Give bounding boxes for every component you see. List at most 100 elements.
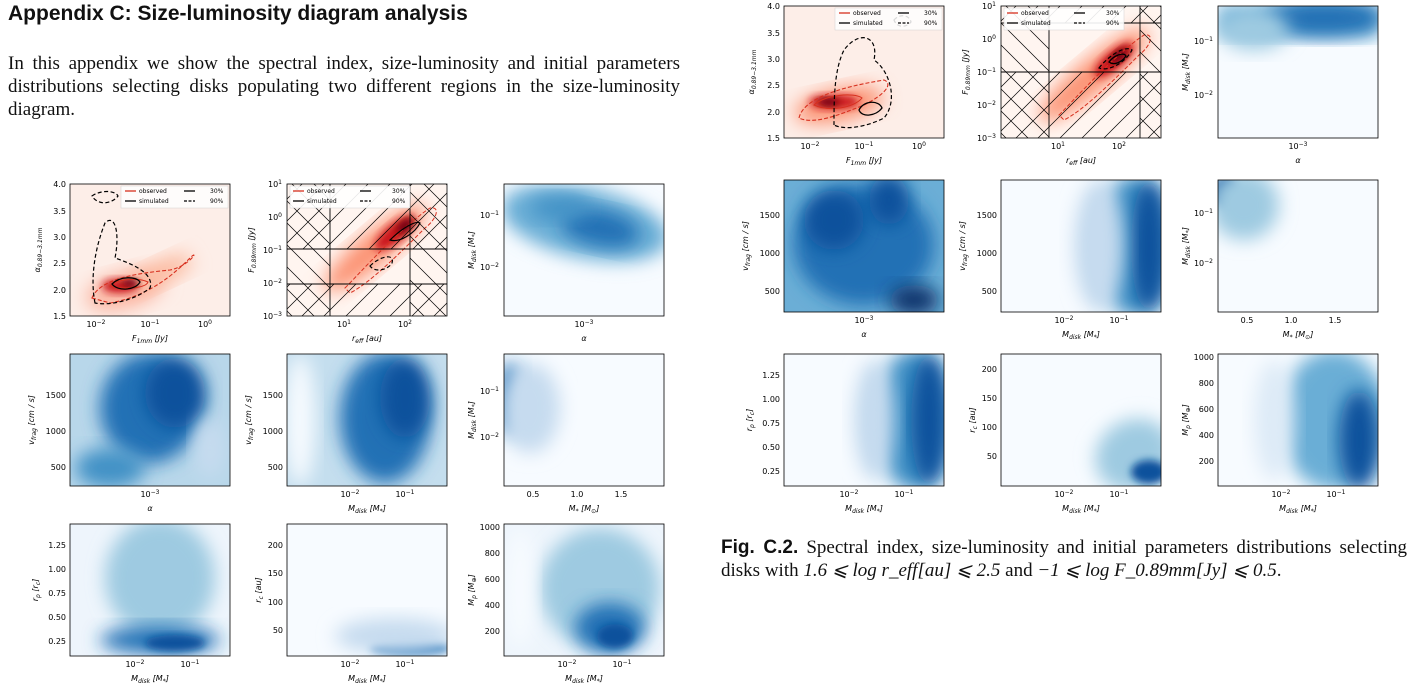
tick: 10−2: [340, 659, 359, 669]
xlabel: α: [861, 330, 867, 339]
tick: 1.5: [615, 490, 628, 499]
tick: 10−1: [263, 245, 282, 255]
tick: 1.00: [48, 565, 66, 574]
tick: 500: [51, 463, 66, 472]
tick: 10−1: [395, 489, 414, 499]
tick: 50: [273, 626, 283, 635]
tick: 10−1: [1109, 489, 1128, 499]
tick: 102: [398, 319, 412, 329]
xlabel: reff [au]: [1066, 156, 1096, 167]
tick: 10−2: [480, 262, 499, 272]
legend-simulated: simulated: [307, 198, 337, 205]
ylabel: α0.89−3.1mm: [747, 49, 758, 94]
tick: 10−2: [977, 100, 996, 110]
tick: 100: [982, 423, 997, 432]
tick: 1000: [1194, 353, 1214, 362]
tick: 2.0: [53, 286, 66, 295]
ylabel: vfrag [cm / s]: [741, 221, 752, 271]
xlabel: F1mm [Jy]: [132, 334, 168, 345]
legend-30: 30%: [1106, 10, 1120, 17]
legend-90: 90%: [1106, 20, 1120, 27]
tick: 0.25: [762, 467, 780, 476]
panel-mdisk-alpha: 10−1 10−2 10−3 α Mdisk [M*]: [1181, 5, 1379, 165]
tick: 3.5: [53, 207, 66, 216]
legend-observed: observed: [307, 188, 335, 195]
ylabel: vfrag [cm / s]: [958, 221, 969, 271]
tick: 2.5: [53, 259, 66, 268]
tick: 10−1: [977, 67, 996, 77]
tick: 50: [987, 452, 997, 461]
panel-mdisk-mstar: 10−1 10−2 0.5 1.0 1.5 M* [M⊙] Mdisk [M*]: [467, 353, 665, 515]
ylabel: vfrag [cm / s]: [27, 395, 38, 445]
tick: 600: [1199, 405, 1214, 414]
tick: 10−1: [894, 489, 913, 499]
tick: 10−2: [125, 659, 144, 669]
tick: 1000: [760, 249, 780, 258]
tick: 2.5: [767, 81, 780, 90]
tick: 10−2: [340, 489, 359, 499]
tick: 10−3: [1288, 141, 1307, 151]
tick: 101: [337, 319, 351, 329]
tick: 600: [485, 575, 500, 584]
tick: 1000: [263, 427, 283, 436]
legend-30: 30%: [210, 188, 224, 195]
legend-30: 30%: [924, 10, 938, 17]
xlabel: Mdisk [M*]: [565, 674, 603, 685]
tick: 10−3: [574, 319, 593, 329]
caption-cond2: −1 ⩽ log F_0.89mm[Jy] ⩽ 0.5: [1037, 560, 1277, 581]
tick: 10−3: [263, 311, 282, 321]
legend-90: 90%: [924, 20, 938, 27]
tick: 10−1: [1326, 489, 1345, 499]
tick: 1.0: [1285, 316, 1298, 325]
tick: 0.75: [48, 589, 66, 598]
tick: 500: [268, 463, 283, 472]
tick: 1.5: [53, 312, 66, 321]
panel-size-luminosity: observed simulated 30% 90% 101 100 10−1 …: [961, 1, 1162, 167]
tick: 10−1: [854, 141, 873, 151]
xlabel: Mdisk [M*]: [348, 504, 386, 515]
legend-a1: observed simulated 30% 90%: [120, 185, 229, 209]
tick: 0.75: [762, 419, 780, 428]
panel-vfrag-mdisk: 1500 1000 500 10−2 10−1 Mdisk [M*] vfrag…: [958, 179, 1162, 341]
xlabel: F1mm [Jy]: [846, 156, 882, 167]
tick: 2.0: [767, 108, 780, 117]
tick: 800: [485, 549, 500, 558]
ylabel: Mdisk [M*]: [1181, 227, 1192, 265]
tick: 1.00: [762, 395, 780, 404]
xlabel: Mdisk [M*]: [1062, 504, 1100, 515]
tick: 10−3: [977, 133, 996, 143]
tick: 1500: [760, 211, 780, 220]
legend-90: 90%: [392, 198, 406, 205]
tick: 10−1: [1194, 208, 1213, 218]
ylabel: Mdisk [M*]: [467, 401, 478, 439]
tick: 150: [268, 569, 283, 578]
tick: 10−3: [854, 315, 873, 325]
tick: 10−2: [839, 489, 858, 499]
tick: 100: [198, 319, 212, 329]
ylabel: rc [au]: [968, 407, 979, 432]
legend-observed: observed: [139, 188, 167, 195]
tick: 4.0: [767, 2, 780, 11]
tick: 10−1: [140, 319, 159, 329]
panel-mp-mdisk: 1000 800 600 400 200 10−2 10−1 Mdisk [M*…: [467, 523, 665, 685]
tick: 1.5: [767, 134, 780, 143]
tick: 0.5: [527, 490, 540, 499]
tick: 10−1: [180, 659, 199, 669]
ylabel: F0.89mm [Jy]: [247, 227, 258, 273]
tick: 1000: [480, 523, 500, 532]
tick: 10−2: [1194, 258, 1213, 268]
xlabel: α: [581, 334, 587, 343]
panel-spectral-index: observed simulated 30% 90% 4.0 3.5 3.0 2…: [747, 2, 945, 167]
panel-rc-mdisk: 200 150 100 50 10−2 10−1 Mdisk [M*] rc […: [968, 353, 1162, 515]
legend-a2: observed simulated 30% 90%: [1003, 7, 1125, 31]
caption-text: Spectral index, size-luminosity and init…: [721, 537, 1407, 581]
tick: 1.25: [762, 371, 780, 380]
tick: 400: [1199, 431, 1214, 440]
tick: 3.0: [767, 55, 780, 64]
tick: 10−1: [395, 659, 414, 669]
ylabel: F0.89mm [Jy]: [961, 49, 972, 95]
panel-vfrag-alpha: 1500 1000 500 10−3 α vfrag [cm / s]: [741, 179, 945, 339]
tick: 150: [982, 394, 997, 403]
panel-rc-mdisk: 200 150 100 50 10−2 10−1 Mdisk [M*] rc […: [254, 523, 448, 685]
panel-rp-mdisk: 1.25 1.00 0.75 0.50 0.25 10−2 10−1 Mdisk…: [745, 353, 945, 515]
